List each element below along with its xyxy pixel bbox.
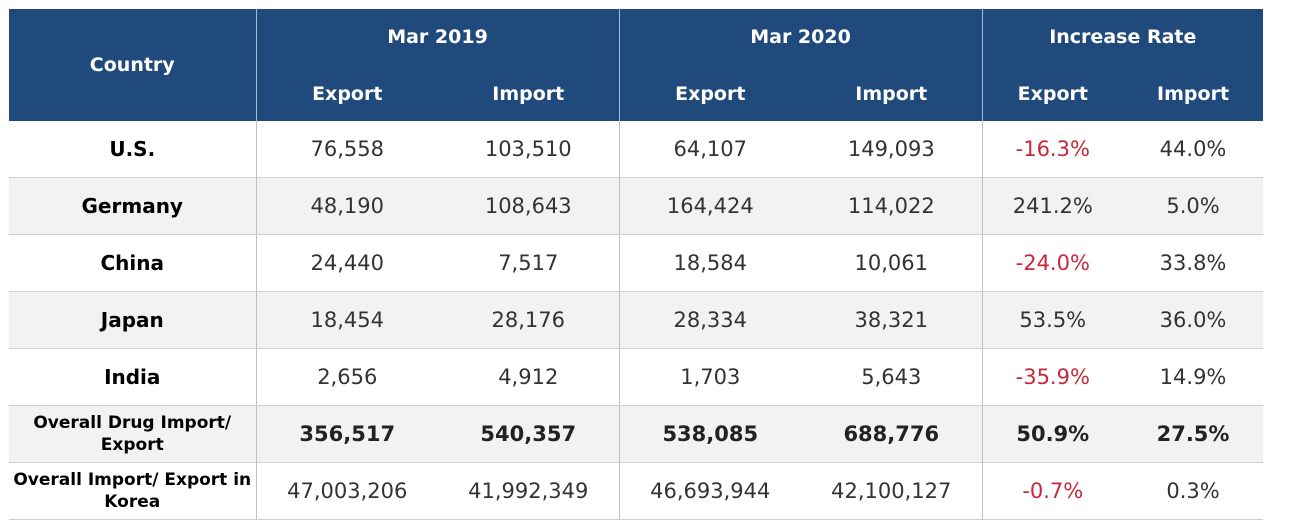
table-cell: 108,643 xyxy=(438,177,620,235)
table-row: U.S. 76,558 103,510 64,107 149,093 -16.3% 44.0… xyxy=(9,121,1264,178)
table-row: China 24,440 7,517 18,584 10,061 -24.0% 33.8% xyxy=(9,234,1264,292)
table-cell: 5.0% xyxy=(1123,177,1264,235)
table-cell: -16.3% xyxy=(981,121,1124,178)
table-cell: 103,510 xyxy=(438,121,620,178)
header-group: Mar 2020 xyxy=(618,9,983,66)
table-cell: 688,776 xyxy=(801,405,983,463)
header-sub: Export xyxy=(618,66,802,121)
table-cell: 50.9% xyxy=(981,405,1124,463)
table-cell: 540,357 xyxy=(438,405,620,463)
header-sub: Import xyxy=(1123,66,1264,121)
row-label: Japan xyxy=(9,291,256,349)
table-cell: 76,558 xyxy=(255,121,438,178)
header-group: Increase Rate xyxy=(981,9,1264,66)
table-cell: 47,003,206 xyxy=(255,462,438,520)
table-cell: 14.9% xyxy=(1123,348,1264,406)
header-sub: Import xyxy=(801,66,983,121)
table-cell: 38,321 xyxy=(801,291,983,349)
table-cell: 10,061 xyxy=(801,234,983,292)
table-cell: 241.2% xyxy=(981,177,1124,235)
table-cell: 46,693,944 xyxy=(618,462,802,520)
header-sub: Import xyxy=(438,66,620,121)
table-cell: 28,176 xyxy=(438,291,620,349)
table-cell: 27.5% xyxy=(1123,405,1264,463)
table-cell: 24,440 xyxy=(255,234,438,292)
row-label: Overall Drug Import/ Export xyxy=(9,405,256,463)
table-cell: 18,584 xyxy=(618,234,802,292)
trade-table: Country Mar 2019 Mar 2020 Increase Rate Expo… xyxy=(9,9,1264,520)
table-cell: 149,093 xyxy=(801,121,983,178)
row-label: India xyxy=(9,348,256,406)
table-cell: -24.0% xyxy=(981,234,1124,292)
table-row: Japan 18,454 28,176 28,334 38,321 53.5% 36.0% xyxy=(9,291,1264,349)
table-cell: -35.9% xyxy=(981,348,1124,406)
table-cell: 114,022 xyxy=(801,177,983,235)
row-label: Germany xyxy=(9,177,256,235)
table-row: Overall Drug Import/ Export 356,517 540,35… xyxy=(9,405,1264,463)
header-sub: Export xyxy=(255,66,438,121)
header-country: Country xyxy=(9,9,256,121)
table-row: Overall Import/ Export in Korea 47,003,20… xyxy=(9,462,1264,520)
row-label: Overall Import/ Export in Korea xyxy=(9,462,256,520)
table-cell: 33.8% xyxy=(1123,234,1264,292)
table-cell: 48,190 xyxy=(255,177,438,235)
table-cell: 18,454 xyxy=(255,291,438,349)
table-cell: 356,517 xyxy=(255,405,438,463)
row-label: U.S. xyxy=(9,121,256,178)
table-cell: 28,334 xyxy=(618,291,802,349)
row-label: China xyxy=(9,234,256,292)
table-cell: 164,424 xyxy=(618,177,802,235)
table-row: India 2,656 4,912 1,703 5,643 -35.9% 14.9% xyxy=(9,348,1264,406)
table-cell: 1,703 xyxy=(618,348,802,406)
table-cell: -0.7% xyxy=(981,462,1124,520)
table-cell: 42,100,127 xyxy=(801,462,983,520)
header-group: Mar 2019 xyxy=(255,9,620,66)
table-cell: 36.0% xyxy=(1123,291,1264,349)
table-cell: 53.5% xyxy=(981,291,1124,349)
table-cell: 44.0% xyxy=(1123,121,1264,178)
table-cell: 41,992,349 xyxy=(438,462,620,520)
table-cell: 538,085 xyxy=(618,405,802,463)
table-cell: 7,517 xyxy=(438,234,620,292)
table-cell: 64,107 xyxy=(618,121,802,178)
table-cell: 2,656 xyxy=(255,348,438,406)
table-cell: 0.3% xyxy=(1123,462,1264,520)
table-cell: 4,912 xyxy=(438,348,620,406)
table-row: Germany 48,190 108,643 164,424 114,022 241.2%… xyxy=(9,177,1264,235)
header-sub: Export xyxy=(981,66,1124,121)
table-cell: 5,643 xyxy=(801,348,983,406)
